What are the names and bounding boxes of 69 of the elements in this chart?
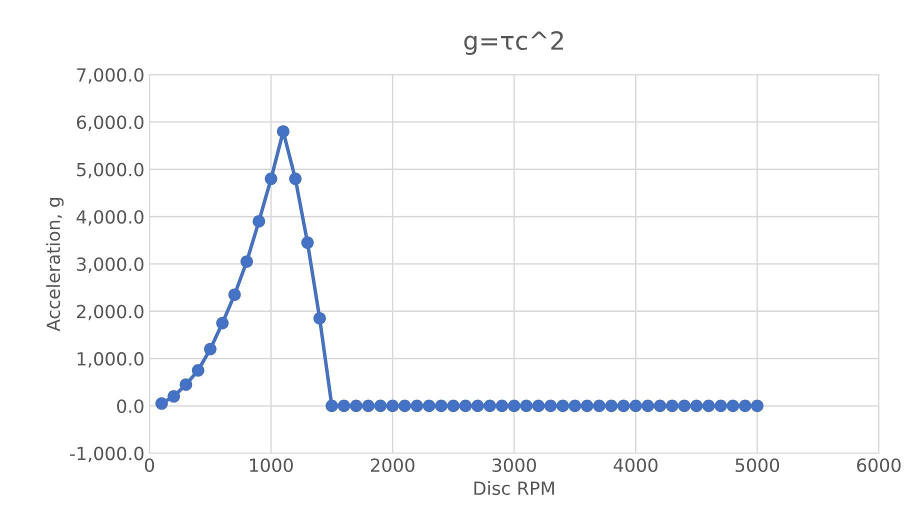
point bbox=[398, 400, 412, 412]
point bbox=[666, 400, 678, 412]
point bbox=[714, 400, 728, 412]
point bbox=[592, 400, 606, 412]
point bbox=[410, 400, 424, 412]
point bbox=[617, 400, 630, 412]
y-tick-label: 6,000.0 bbox=[76, 115, 144, 131]
point bbox=[459, 400, 472, 412]
point bbox=[702, 400, 715, 412]
point bbox=[276, 125, 290, 138]
chart-title: g=τc^2 bbox=[464, 31, 563, 55]
point bbox=[434, 400, 448, 412]
point bbox=[240, 255, 253, 268]
point bbox=[629, 400, 642, 412]
point bbox=[180, 378, 192, 391]
point bbox=[204, 342, 217, 356]
point bbox=[471, 400, 484, 412]
point bbox=[642, 400, 654, 412]
x-tick-label: 3000 bbox=[492, 458, 536, 472]
point bbox=[544, 400, 557, 412]
point bbox=[216, 316, 229, 330]
point bbox=[532, 400, 545, 412]
point bbox=[264, 172, 278, 186]
x-tick-label: 6000 bbox=[857, 458, 901, 472]
point bbox=[301, 236, 314, 249]
x-tick-label: 0 bbox=[144, 458, 154, 472]
y-tick-label: 2,000.0 bbox=[77, 304, 144, 320]
point bbox=[496, 400, 508, 412]
point bbox=[654, 400, 666, 412]
x-tick-label: 5000 bbox=[736, 458, 780, 472]
point bbox=[252, 215, 266, 228]
point bbox=[738, 400, 752, 412]
point bbox=[678, 400, 691, 412]
point bbox=[508, 400, 520, 412]
point bbox=[326, 400, 338, 412]
y-tick-label: 1,000.0 bbox=[78, 352, 144, 368]
point bbox=[168, 390, 180, 403]
point bbox=[422, 400, 436, 412]
point bbox=[484, 400, 496, 412]
point bbox=[350, 400, 362, 412]
y-axis-title: Acceleration, g bbox=[46, 198, 64, 332]
x-tick-label: 4000 bbox=[614, 458, 658, 472]
point bbox=[155, 397, 168, 410]
point bbox=[605, 400, 618, 412]
point bbox=[726, 400, 740, 412]
point bbox=[192, 364, 204, 377]
point bbox=[289, 172, 302, 186]
y-tick-label: 7,000.0 bbox=[77, 68, 144, 84]
point bbox=[580, 400, 594, 412]
x-axis-title: Disc RPM bbox=[474, 481, 554, 496]
x-tick-label: 2000 bbox=[370, 458, 414, 472]
y-tick-label: 4,000.0 bbox=[76, 210, 144, 226]
y-tick-label: 5,000.0 bbox=[77, 162, 144, 178]
point bbox=[751, 400, 764, 412]
x-tick-label: 1000 bbox=[250, 458, 293, 472]
point bbox=[374, 400, 387, 412]
y-tick-label: 0.0 bbox=[117, 399, 144, 413]
point bbox=[690, 400, 703, 412]
point bbox=[568, 400, 582, 412]
point bbox=[228, 288, 241, 301]
point bbox=[313, 312, 326, 325]
y-tick-label: 3,000.0 bbox=[77, 257, 144, 273]
point bbox=[556, 400, 570, 412]
point bbox=[338, 400, 350, 412]
point bbox=[386, 400, 399, 412]
point bbox=[447, 400, 460, 412]
y-tick-label: -1,000.0 bbox=[70, 446, 144, 462]
point bbox=[362, 400, 375, 412]
point bbox=[520, 400, 533, 412]
